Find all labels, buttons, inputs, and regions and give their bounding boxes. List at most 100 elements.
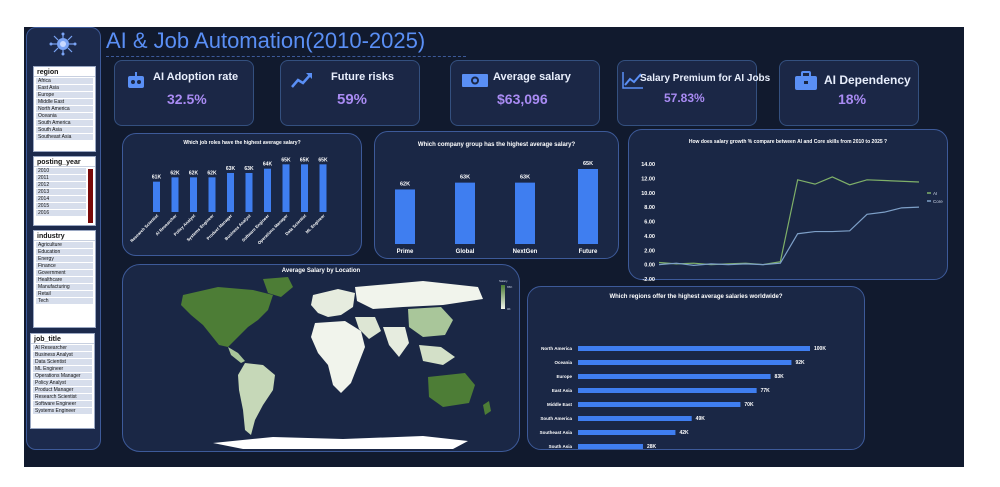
slicer-item[interactable]: Product Manager (33, 387, 92, 393)
slicer-item[interactable]: Systems Engineer (33, 408, 92, 414)
slicer-item[interactable]: ML Engineer (33, 366, 92, 372)
bar (245, 173, 253, 212)
data-label: 63K (226, 166, 236, 172)
slicer-item[interactable]: Manufacturing (36, 284, 93, 290)
slicer-item[interactable]: Africa (36, 78, 93, 84)
bar (515, 182, 535, 244)
slicer-item[interactable]: 2010 (36, 168, 86, 174)
slicer-item[interactable]: 2012 (36, 182, 86, 188)
data-label: 61K (152, 175, 162, 181)
slicer-item[interactable]: Data Scientist (33, 359, 92, 365)
bar (282, 164, 290, 212)
slicer-item[interactable]: Healthcare (36, 277, 93, 283)
slicer-item[interactable]: Southeast Asia (36, 134, 93, 140)
slicer-item[interactable]: 2011 (36, 175, 86, 181)
slicer-item[interactable]: East Asia (36, 85, 93, 91)
bar (264, 168, 271, 212)
map-region-greenland (263, 277, 293, 297)
data-label: 65K (281, 157, 291, 163)
bar (578, 402, 741, 407)
tick-label: North America (541, 346, 572, 351)
bar (301, 164, 308, 212)
y-tick-label: -2.00 (642, 277, 655, 281)
slicer-item[interactable]: Government (36, 270, 93, 276)
kpi-label: Future risks (331, 71, 394, 83)
slicer-item[interactable]: Operations Manager (33, 373, 92, 379)
slicer-item[interactable]: AI Researcher (33, 345, 92, 351)
legend-gradient (501, 285, 505, 309)
bar (395, 189, 415, 244)
slicer-item[interactable]: Middle East (36, 99, 93, 105)
slicer-item[interactable]: North America (36, 106, 93, 112)
tick-label: South Asia (549, 444, 573, 449)
data-label: 62K (170, 170, 180, 176)
salary-map-panel: Average Salary by Location (122, 264, 520, 452)
kpi-label: AI Dependency (824, 73, 911, 87)
tick-label: Prime (397, 249, 414, 255)
bar (578, 444, 643, 449)
slicer-item[interactable]: Software Engineer (33, 401, 92, 407)
company-group-chart-panel: Which company group has the highest aver… (374, 131, 619, 259)
data-label: 62K (400, 181, 410, 187)
y-tick-label: 10.00 (641, 191, 655, 197)
job-roles-chart-panel: Which job roles have the highest average… (122, 133, 362, 256)
posting-year-slicer: posting_year 2010 2011 2012 2013 2014 20… (33, 156, 96, 226)
kpi-label: Average salary (493, 71, 571, 83)
bar (227, 173, 234, 212)
data-label: 63K (520, 175, 530, 181)
kpi-value: 59% (337, 91, 368, 108)
map-region-europe (311, 289, 355, 317)
data-label: 49K (696, 416, 706, 422)
y-tick-label: 4.00 (644, 234, 655, 240)
tick-label: East Asia (552, 388, 573, 393)
bar (455, 182, 475, 244)
robot-icon (128, 72, 144, 88)
slicer-title: region (34, 67, 95, 77)
bar (578, 360, 792, 365)
data-label: 64K (263, 162, 273, 168)
regions-chart-panel: Which regions offer the highest average … (527, 286, 865, 450)
bar (319, 164, 327, 212)
slicer-item[interactable]: Energy (36, 256, 93, 262)
slicer-scrollbar[interactable] (88, 169, 93, 223)
tick-label: ML Engineer (304, 213, 326, 235)
bar (578, 374, 771, 379)
slicer-item[interactable]: 2016 (36, 210, 86, 216)
slicer-item[interactable]: 2014 (36, 196, 86, 202)
slicer-item[interactable]: Tech (36, 298, 93, 304)
data-label: 65K (318, 157, 328, 163)
tick-label: NextGen (513, 249, 538, 255)
slicer-item[interactable]: Business Analyst (33, 352, 92, 358)
tick-label: Europe (556, 374, 572, 379)
slicer-item[interactable]: Retail (36, 291, 93, 297)
bar (171, 177, 179, 212)
page-title: AI & Job Automation(2010-2025) (106, 28, 426, 53)
bar (578, 346, 810, 351)
bar (190, 177, 197, 212)
slicer-item[interactable]: Europe (36, 92, 93, 98)
slicer-item[interactable]: Research Scientist (33, 394, 92, 400)
map-region-africa (311, 321, 365, 393)
slicer-item[interactable]: South America (36, 120, 93, 126)
kpi-value: 32.5% (167, 91, 207, 107)
slicer-item[interactable]: Finance (36, 263, 93, 269)
slicer-title: posting_year (34, 157, 95, 167)
slicer-item[interactable]: Agriculture (36, 242, 93, 248)
bar (578, 430, 676, 435)
slicer-item[interactable]: Oceania (36, 113, 93, 119)
slicer-item[interactable]: South Asia (36, 127, 93, 133)
series-line-core (658, 206, 920, 266)
y-tick-label: 2.00 (644, 248, 655, 254)
kpi-ai-dependency: AI Dependency 18% (779, 60, 919, 126)
tick-label: Global (456, 249, 475, 255)
slicer-item[interactable]: Education (36, 249, 93, 255)
slicer-item[interactable]: 2013 (36, 189, 86, 195)
data-label: 70K (744, 402, 754, 408)
data-label: 28K (647, 444, 657, 450)
series-line-ai (658, 176, 920, 266)
legend-min: 0K (507, 307, 511, 311)
slicer-item[interactable]: Policy Analyst (33, 380, 92, 386)
industry-slicer: industry Agriculture Education Energy Fi… (33, 230, 96, 328)
data-label: 63K (460, 175, 470, 181)
slicer-item[interactable]: 2015 (36, 203, 86, 209)
